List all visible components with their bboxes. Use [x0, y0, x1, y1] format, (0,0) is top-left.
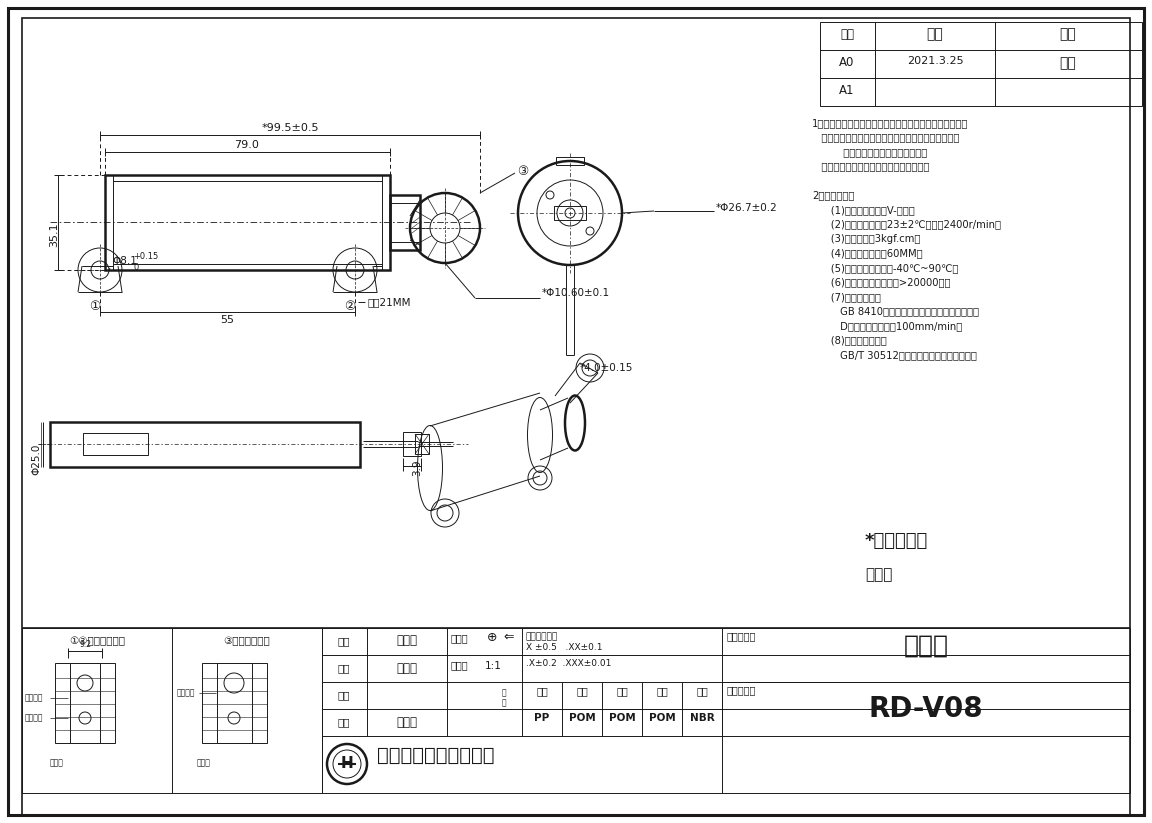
Bar [391, 195, 420, 250]
Text: 制图: 制图 [338, 663, 350, 673]
Text: 新模: 新模 [1060, 56, 1076, 70]
Text: 1:1: 1:1 [485, 661, 502, 671]
Text: D等级燃烧速度小于100mm/min；: D等级燃烧速度小于100mm/min； [812, 321, 962, 331]
Text: NBR: NBR [690, 713, 714, 723]
Bar [556, 157, 584, 165]
Bar [70, 663, 100, 743]
Text: 王模君: 王模君 [396, 715, 417, 728]
Text: 起始21MM: 起始21MM [367, 297, 410, 307]
Text: RD-V08: RD-V08 [869, 695, 984, 723]
Text: *Φ10.60±0.1: *Φ10.60±0.1 [541, 288, 611, 298]
Text: POM: POM [608, 713, 636, 723]
Text: ⊕: ⊕ [487, 631, 498, 644]
Text: (2)扭矩测试标准：23±2℃，测速2400r/min；: (2)扭矩测试标准：23±2℃，测速2400r/min； [812, 220, 1001, 230]
Text: 拉柄: 拉柄 [616, 686, 628, 696]
Text: GB/T 30512《汽车禁用物质要求标准》；: GB/T 30512《汽车禁用物质要求标准》； [812, 350, 977, 360]
Bar [22, 628, 323, 793]
Text: X ±0.5   .XX±0.1: X ±0.5 .XX±0.1 [526, 643, 602, 652]
Text: .X±0.2  .XXX±0.01: .X±0.2 .XXX±0.01 [526, 659, 612, 668]
Text: A1: A1 [840, 84, 855, 97]
Text: ①: ① [90, 300, 100, 313]
Text: 特澳电子科技有限公司: 特澳电子科技有限公司 [377, 746, 494, 765]
Bar [105, 175, 391, 270]
Text: *为管控尺寸: *为管控尺寸 [865, 532, 929, 550]
Text: 画法：: 画法： [450, 633, 469, 643]
Text: 胶圈孔尺: 胶圈孔尺 [25, 714, 44, 723]
Text: 校对: 校对 [338, 690, 350, 700]
Text: 邓世艺: 邓世艺 [396, 662, 417, 675]
Text: 79.0: 79.0 [235, 140, 259, 150]
Text: 设计: 设计 [338, 636, 350, 646]
Bar [55, 663, 115, 743]
Text: 未标注公差：: 未标注公差： [526, 632, 559, 641]
Text: *99.5±0.5: *99.5±0.5 [262, 123, 319, 133]
Text: 图纸名称：: 图纸名称： [727, 631, 757, 641]
Text: 下室: 下室 [657, 686, 668, 696]
Text: 2、技术要求：: 2、技术要求： [812, 190, 855, 201]
Bar [83, 433, 147, 455]
Bar [217, 663, 252, 743]
Text: Φ25.0: Φ25.0 [31, 444, 41, 476]
Text: (8)禁用物质满足：: (8)禁用物质满足： [812, 336, 887, 346]
Text: 初手孔: 初手孔 [50, 759, 63, 768]
Bar [403, 432, 420, 456]
Text: 上盖: 上盖 [536, 686, 548, 696]
Text: 日期: 日期 [926, 27, 943, 41]
Text: 轴芯: 轴芯 [576, 686, 588, 696]
Text: GB 8410《汽车内饰件材料的燃烧特性标准》: GB 8410《汽车内饰件材料的燃烧特性标准》 [812, 306, 979, 317]
Text: (5)静态高低温要求：-40℃~90℃；: (5)静态高低温要求：-40℃~90℃； [812, 263, 958, 273]
Text: 限位孔尺: 限位孔尺 [177, 689, 196, 698]
Text: (1)阻尼缓冲方向：V-单向；: (1)阻尼缓冲方向：V-单向； [812, 205, 915, 215]
Text: 2021.3.25: 2021.3.25 [907, 56, 963, 66]
Text: +0.15: +0.15 [132, 252, 158, 261]
Bar [323, 628, 1130, 793]
Text: ⇐: ⇐ [503, 631, 514, 644]
Text: 备注: 备注 [1060, 27, 1076, 41]
Text: 3.9: 3.9 [412, 460, 422, 477]
Text: ②: ② [344, 300, 356, 313]
Text: (3)扭矩范围：3kgf.cm；: (3)扭矩范围：3kgf.cm； [812, 234, 920, 244]
Text: 9.2: 9.2 [79, 640, 91, 649]
Text: (6)阻尼耐久寿命要求：>20000次；: (6)阻尼耐久寿命要求：>20000次； [812, 277, 950, 287]
Text: POM: POM [649, 713, 675, 723]
Text: 工程：: 工程： [865, 567, 893, 582]
Text: ①②端配孔示意图: ①②端配孔示意图 [69, 636, 126, 646]
Text: 速度特性：扭矩与速度呈正比，随速度增大或减小，: 速度特性：扭矩与速度呈正比，随速度增大或减小， [812, 133, 960, 142]
Text: Φ8.1: Φ8.1 [112, 256, 137, 266]
Bar [554, 206, 586, 220]
Text: 55: 55 [220, 315, 234, 325]
Text: 邓世艺: 邓世艺 [396, 635, 417, 648]
Bar [202, 663, 267, 743]
Text: (4)阻尼有效行程：60MM；: (4)阻尼有效行程：60MM； [812, 249, 923, 258]
Text: 图纸编号：: 图纸编号： [727, 685, 757, 695]
Text: ③: ③ [517, 165, 529, 178]
Bar [415, 434, 429, 454]
Text: 比例：: 比例： [450, 660, 469, 670]
Text: 版次: 版次 [840, 28, 854, 41]
Text: *Φ26.7±0.2: *Φ26.7±0.2 [717, 203, 778, 213]
Text: 35.1: 35.1 [50, 222, 59, 247]
Text: 1、产品特性：产品为固定扭矩式阻尼器，扭矩不能调整。: 1、产品特性：产品为固定扭矩式阻尼器，扭矩不能调整。 [812, 118, 969, 128]
Text: PP: PP [535, 713, 550, 723]
Text: (7)阻燃性满足：: (7)阻燃性满足： [812, 292, 881, 302]
Text: 名
称: 名 称 [501, 688, 507, 708]
Text: 启动时静态扭矩与标准值不同。: 启动时静态扭矩与标准值不同。 [812, 147, 927, 157]
Text: 温度特性：扭矩变化与环境温度呈正比。: 温度特性：扭矩变化与环境温度呈正比。 [812, 161, 930, 171]
Text: 审核: 审核 [338, 717, 350, 727]
Text: ③端配孔示意图: ③端配孔示意图 [223, 636, 271, 646]
Bar [50, 422, 359, 467]
Text: A0: A0 [840, 56, 855, 69]
Text: 成品图: 成品图 [903, 634, 948, 658]
Text: 限位孔尺: 限位孔尺 [25, 694, 44, 703]
Bar [820, 22, 1142, 106]
Text: *4.0±0.15: *4.0±0.15 [579, 363, 634, 373]
Text: POM: POM [569, 713, 596, 723]
Text: H: H [341, 756, 354, 771]
Text: 0: 0 [132, 263, 138, 272]
Text: 胶圈: 胶圈 [696, 686, 707, 696]
Text: 初手孔: 初手孔 [197, 759, 211, 768]
